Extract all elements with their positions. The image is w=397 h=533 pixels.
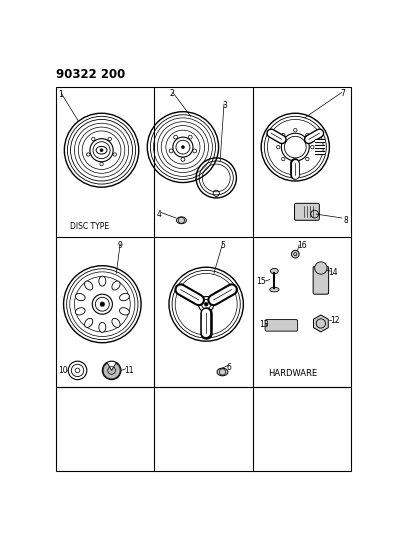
Text: HARDWARE: HARDWARE <box>268 369 317 378</box>
FancyBboxPatch shape <box>265 320 298 331</box>
Ellipse shape <box>99 276 106 286</box>
Text: 4: 4 <box>156 210 162 219</box>
Ellipse shape <box>119 294 129 301</box>
Text: 12: 12 <box>330 316 340 325</box>
Text: 15: 15 <box>256 277 266 286</box>
Circle shape <box>315 262 327 274</box>
Ellipse shape <box>85 318 93 327</box>
Ellipse shape <box>176 217 187 224</box>
Polygon shape <box>314 315 328 332</box>
Ellipse shape <box>75 294 85 301</box>
Text: 3: 3 <box>222 101 227 110</box>
Circle shape <box>181 146 185 149</box>
Text: 6: 6 <box>226 363 231 372</box>
Text: 11: 11 <box>124 366 133 375</box>
Text: 8: 8 <box>343 216 348 224</box>
Ellipse shape <box>119 308 129 315</box>
FancyBboxPatch shape <box>313 266 329 294</box>
Text: 9: 9 <box>118 241 123 250</box>
Bar <box>56 387 351 471</box>
Circle shape <box>291 251 299 258</box>
Ellipse shape <box>85 281 93 290</box>
Text: 1: 1 <box>58 90 63 99</box>
Ellipse shape <box>75 308 85 315</box>
Text: 14: 14 <box>329 268 338 277</box>
FancyBboxPatch shape <box>295 203 319 220</box>
Wedge shape <box>103 363 120 379</box>
Text: 5: 5 <box>220 241 225 250</box>
Text: 2: 2 <box>170 90 175 99</box>
Ellipse shape <box>112 281 120 290</box>
Bar <box>56 87 351 387</box>
Text: 16: 16 <box>298 241 307 250</box>
Ellipse shape <box>217 368 228 376</box>
Ellipse shape <box>112 318 120 327</box>
Text: DISC TYPE: DISC TYPE <box>70 222 109 231</box>
Ellipse shape <box>99 322 106 332</box>
Ellipse shape <box>270 287 279 292</box>
Text: 10: 10 <box>58 366 68 375</box>
Text: 90322 200: 90322 200 <box>56 68 125 81</box>
Circle shape <box>100 302 105 306</box>
Text: 7: 7 <box>340 90 345 99</box>
Text: 13: 13 <box>259 320 268 329</box>
Circle shape <box>204 302 208 306</box>
Circle shape <box>100 149 103 152</box>
Ellipse shape <box>270 269 278 274</box>
